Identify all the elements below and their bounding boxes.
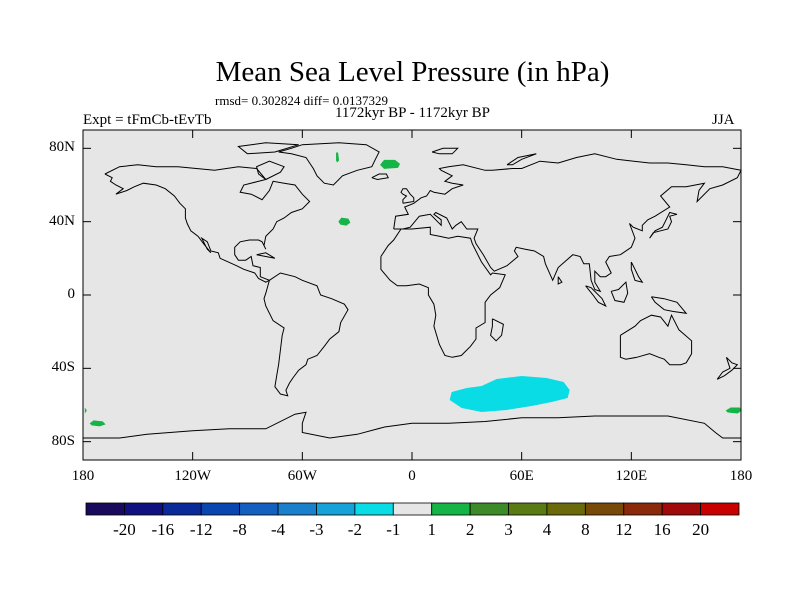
coastlines bbox=[83, 142, 742, 439]
coastline-borneo bbox=[610, 281, 629, 303]
colorbar: -20 -16 -12 -8 -4 -3 -2 -1 1 2 3 4 8 12 16 20 bbox=[85, 502, 740, 539]
map-background bbox=[83, 130, 741, 460]
coastline-new-guinea bbox=[650, 296, 688, 314]
anomaly-layer bbox=[84, 152, 742, 427]
colorbar-swatch bbox=[124, 502, 164, 516]
coastline-africa bbox=[380, 226, 506, 358]
colorbar-label: 16 bbox=[654, 520, 671, 539]
colorbar-label: -2 bbox=[348, 520, 362, 539]
coastline-north-america bbox=[104, 164, 311, 283]
colorbar-swatch bbox=[700, 502, 740, 516]
x-tick-label: 120W bbox=[174, 468, 211, 484]
coastline-antarctica bbox=[83, 411, 741, 439]
colorbar-swatch bbox=[162, 502, 202, 516]
y-tick-label: 40S bbox=[51, 359, 75, 376]
colorbar-label: 1 bbox=[427, 520, 436, 539]
coastline-japan bbox=[649, 211, 678, 239]
colorbar-swatch bbox=[431, 502, 471, 516]
colorbar-swatch bbox=[239, 502, 279, 516]
colorbar-label: 4 bbox=[543, 520, 552, 539]
colorbar-label: -8 bbox=[233, 520, 247, 539]
coastline-iceland bbox=[371, 173, 389, 181]
season-label: JJA bbox=[712, 112, 735, 128]
colorbar-swatch bbox=[200, 502, 241, 516]
colorbar-label: 12 bbox=[615, 520, 632, 539]
colorbar-swatch bbox=[316, 502, 356, 516]
y-tick-label: 80S bbox=[51, 432, 75, 449]
coastline-madagascar bbox=[490, 318, 504, 342]
greenland-east-positive-anomaly bbox=[380, 159, 401, 169]
colorbar-label: -1 bbox=[386, 520, 400, 539]
colorbar-swatch bbox=[277, 502, 317, 516]
colorbar-swatch bbox=[85, 502, 125, 516]
period-label: 1172kyr BP - 1172kyr BP bbox=[334, 105, 490, 121]
colorbar-swatch bbox=[546, 502, 586, 516]
colorbar-label: -16 bbox=[151, 520, 174, 539]
coastline-ellesmere bbox=[237, 142, 299, 155]
y-tick-label: 0 bbox=[67, 286, 76, 302]
coastline-south-america bbox=[263, 272, 349, 397]
colorbar-label: 20 bbox=[692, 520, 709, 539]
experiment-label: Expt = tFmCb-tEvTb bbox=[83, 112, 212, 128]
coastline-sri-lanka bbox=[557, 276, 563, 285]
colorbar-label: 3 bbox=[504, 520, 513, 539]
colorbar-swatch bbox=[354, 502, 394, 516]
dateline-west-positive-anomaly bbox=[84, 407, 87, 414]
coastline-svalbard bbox=[431, 147, 459, 155]
southern-indian-ocean-negative-anomaly bbox=[449, 376, 570, 412]
colorbar-label: -4 bbox=[271, 520, 286, 539]
rmsd-diff-text: rmsd= 0.302824 diff= 0.0137329 bbox=[215, 93, 388, 108]
colorbar-label: 8 bbox=[581, 520, 590, 539]
colorbar-swatch bbox=[623, 502, 663, 516]
x-tick-label: 0 bbox=[408, 468, 416, 484]
axis-ticks bbox=[82, 130, 742, 460]
colorbar-swatch bbox=[392, 502, 433, 516]
colorbar-swatch bbox=[584, 502, 625, 516]
coastline-uk bbox=[400, 188, 415, 204]
x-tick-label: 60W bbox=[287, 468, 317, 484]
coastline-australia bbox=[619, 313, 693, 366]
north-atlantic-positive-anomaly bbox=[338, 217, 351, 226]
colorbar-swatch bbox=[469, 502, 509, 516]
x-tick-label: 180 bbox=[729, 468, 753, 484]
south-pacific-west-positive-anomaly bbox=[89, 420, 106, 427]
coastline-baffin bbox=[256, 160, 285, 180]
coastline-novaya-zemlya bbox=[506, 153, 537, 166]
greenland-west-positive-anomaly bbox=[336, 152, 340, 163]
colorbar-label: -20 bbox=[113, 520, 136, 539]
y-tick-label: 40N bbox=[49, 212, 75, 229]
chart-title: Mean Sea Level Pressure (in hPa) bbox=[215, 56, 610, 88]
colorbar-swatch bbox=[508, 502, 548, 516]
x-tick-label: 180 bbox=[71, 468, 95, 484]
coastline-cuba bbox=[256, 252, 276, 259]
x-tick-label: 120E bbox=[615, 468, 648, 484]
x-tick-label: 60E bbox=[509, 468, 534, 484]
colorbar-label: -3 bbox=[309, 520, 323, 539]
colorbar-label: 2 bbox=[466, 520, 475, 539]
coastline-new-zealand bbox=[716, 356, 739, 380]
coastline-sumatra bbox=[585, 285, 607, 308]
coastline-philippines bbox=[630, 261, 644, 284]
colorbar-label: -12 bbox=[190, 520, 213, 539]
coastline-eurasia bbox=[393, 153, 742, 293]
y-tick-label: 80N bbox=[49, 139, 75, 156]
south-pacific-east-positive-anomaly bbox=[725, 407, 742, 414]
colorbar-swatch bbox=[661, 502, 701, 516]
coastline-greenland bbox=[278, 142, 380, 186]
